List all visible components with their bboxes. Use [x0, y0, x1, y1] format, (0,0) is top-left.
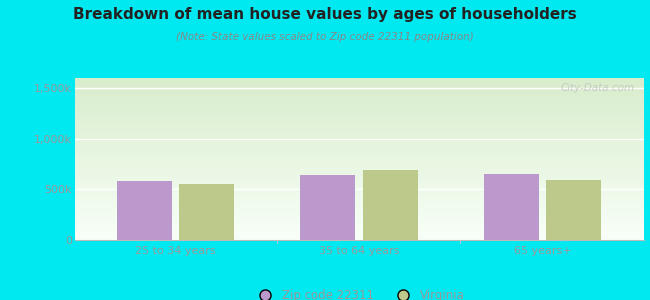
- Bar: [179, 184, 235, 240]
- Bar: [363, 170, 418, 240]
- Text: Breakdown of mean house values by ages of householders: Breakdown of mean house values by ages o…: [73, 8, 577, 22]
- Text: (Note: State values scaled to Zip code 22311 population): (Note: State values scaled to Zip code 2…: [176, 32, 474, 41]
- Text: City-Data.com: City-Data.com: [561, 83, 635, 93]
- Bar: [300, 175, 356, 240]
- Bar: [484, 174, 539, 240]
- Legend: Zip code 22311, Virginia: Zip code 22311, Virginia: [254, 289, 465, 300]
- Bar: [546, 180, 601, 240]
- Bar: [117, 181, 172, 240]
